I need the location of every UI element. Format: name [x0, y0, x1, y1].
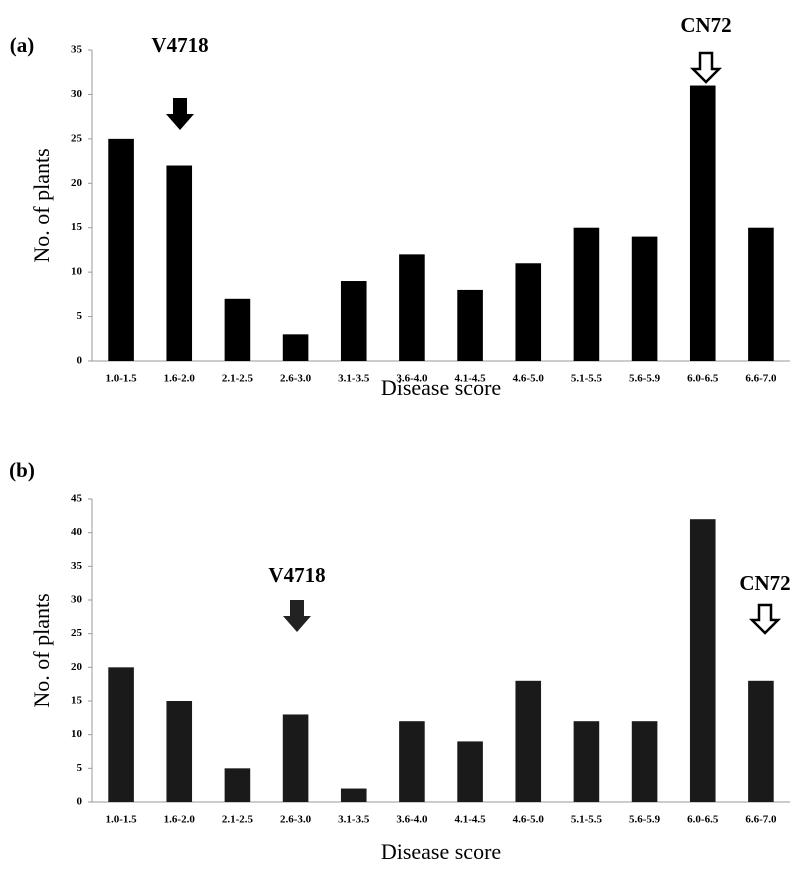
x-tick-label: 6.0-6.5	[687, 373, 719, 385]
bar	[166, 165, 193, 361]
x-tick-label: 2.6-3.0	[280, 814, 312, 826]
y-tick-label: 10	[71, 728, 83, 740]
annotation: V4718	[151, 33, 208, 57]
panel-label: (b)	[9, 458, 35, 482]
y-tick-label: 25	[71, 132, 83, 144]
y-tick-label: 30	[71, 88, 83, 100]
x-tick-label: 6.6-7.0	[745, 814, 777, 826]
x-tick-label: 1.6-2.0	[164, 814, 196, 826]
x-tick-label: 1.6-2.0	[164, 373, 196, 385]
x-tick-label: 6.0-6.5	[687, 814, 719, 826]
x-tick-label: 3.1-3.5	[338, 373, 370, 385]
bar	[748, 227, 774, 361]
x-tick-label: 3.1-3.5	[338, 814, 370, 826]
y-tick-label: 15	[71, 221, 83, 233]
bar	[631, 236, 658, 361]
x-tick-label: 5.6-5.9	[629, 373, 661, 385]
bar	[515, 263, 542, 361]
panel-label: (a)	[10, 33, 35, 57]
y-tick-label: 0	[77, 355, 83, 367]
arrow	[283, 600, 311, 632]
x-tick-label: 2.6-3.0	[280, 373, 312, 385]
y-tick-label: 0	[77, 796, 83, 808]
y-tick-label: 5	[77, 310, 83, 322]
x-tick-label: 1.0-1.5	[105, 814, 137, 826]
x-tick-label: 2.1-2.5	[222, 814, 254, 826]
x-tick-label: 5.1-5.5	[571, 814, 603, 826]
bar	[457, 741, 483, 802]
arrow	[689, 51, 723, 84]
x-tick-label: 6.6-7.0	[745, 373, 777, 385]
x-tick-label: 4.1-4.5	[454, 373, 486, 385]
annotation: V4718	[268, 563, 325, 587]
arrow	[748, 603, 782, 635]
bar	[108, 138, 134, 361]
bar	[399, 254, 425, 361]
bar	[224, 768, 251, 802]
bar	[399, 721, 425, 802]
bar	[224, 298, 251, 361]
x-tick-label: 3.6-4.0	[396, 373, 428, 385]
x-tick-label: 1.0-1.5	[105, 373, 137, 385]
bar	[748, 680, 774, 802]
y-tick-label: 40	[71, 526, 83, 538]
arrow	[166, 98, 194, 130]
x-tick-label: 4.6-5.0	[513, 373, 545, 385]
bar	[573, 721, 600, 802]
x-tick-label: 4.6-5.0	[513, 814, 545, 826]
y-tick-label: 25	[71, 627, 83, 639]
bar	[166, 701, 193, 802]
y-tick-label: 5	[77, 762, 83, 774]
bar	[689, 85, 716, 362]
bar	[515, 680, 542, 802]
y-tick-label: 30	[71, 594, 83, 606]
bar	[631, 721, 658, 802]
x-tick-label: 4.1-4.5	[454, 814, 486, 826]
y-tick-label: 35	[71, 44, 83, 56]
y-tick-label: 20	[71, 661, 83, 673]
x-axis-title: Disease score	[381, 375, 501, 400]
y-tick-label: 20	[71, 177, 83, 189]
bar	[573, 227, 600, 361]
bar	[689, 519, 716, 802]
x-tick-label: 5.1-5.5	[571, 373, 603, 385]
x-tick-label: 3.6-4.0	[396, 814, 428, 826]
y-tick-label: 15	[71, 695, 83, 707]
x-tick-label: 5.6-5.9	[629, 814, 661, 826]
bar	[282, 714, 309, 802]
y-axis-title: No. of plants	[29, 593, 54, 707]
y-axis-title: No. of plants	[29, 148, 54, 262]
x-tick-label: 2.1-2.5	[222, 373, 254, 385]
bar	[108, 667, 134, 802]
y-tick-label: 45	[71, 493, 83, 505]
bar	[282, 334, 309, 361]
x-axis-title: Disease score	[381, 839, 501, 864]
bar	[340, 281, 367, 361]
bar	[340, 788, 367, 802]
y-tick-label: 35	[71, 560, 83, 572]
annotation: CN72	[680, 13, 731, 37]
annotation: CN72	[739, 571, 790, 595]
y-tick-label: 10	[71, 266, 83, 278]
bar	[457, 289, 483, 361]
